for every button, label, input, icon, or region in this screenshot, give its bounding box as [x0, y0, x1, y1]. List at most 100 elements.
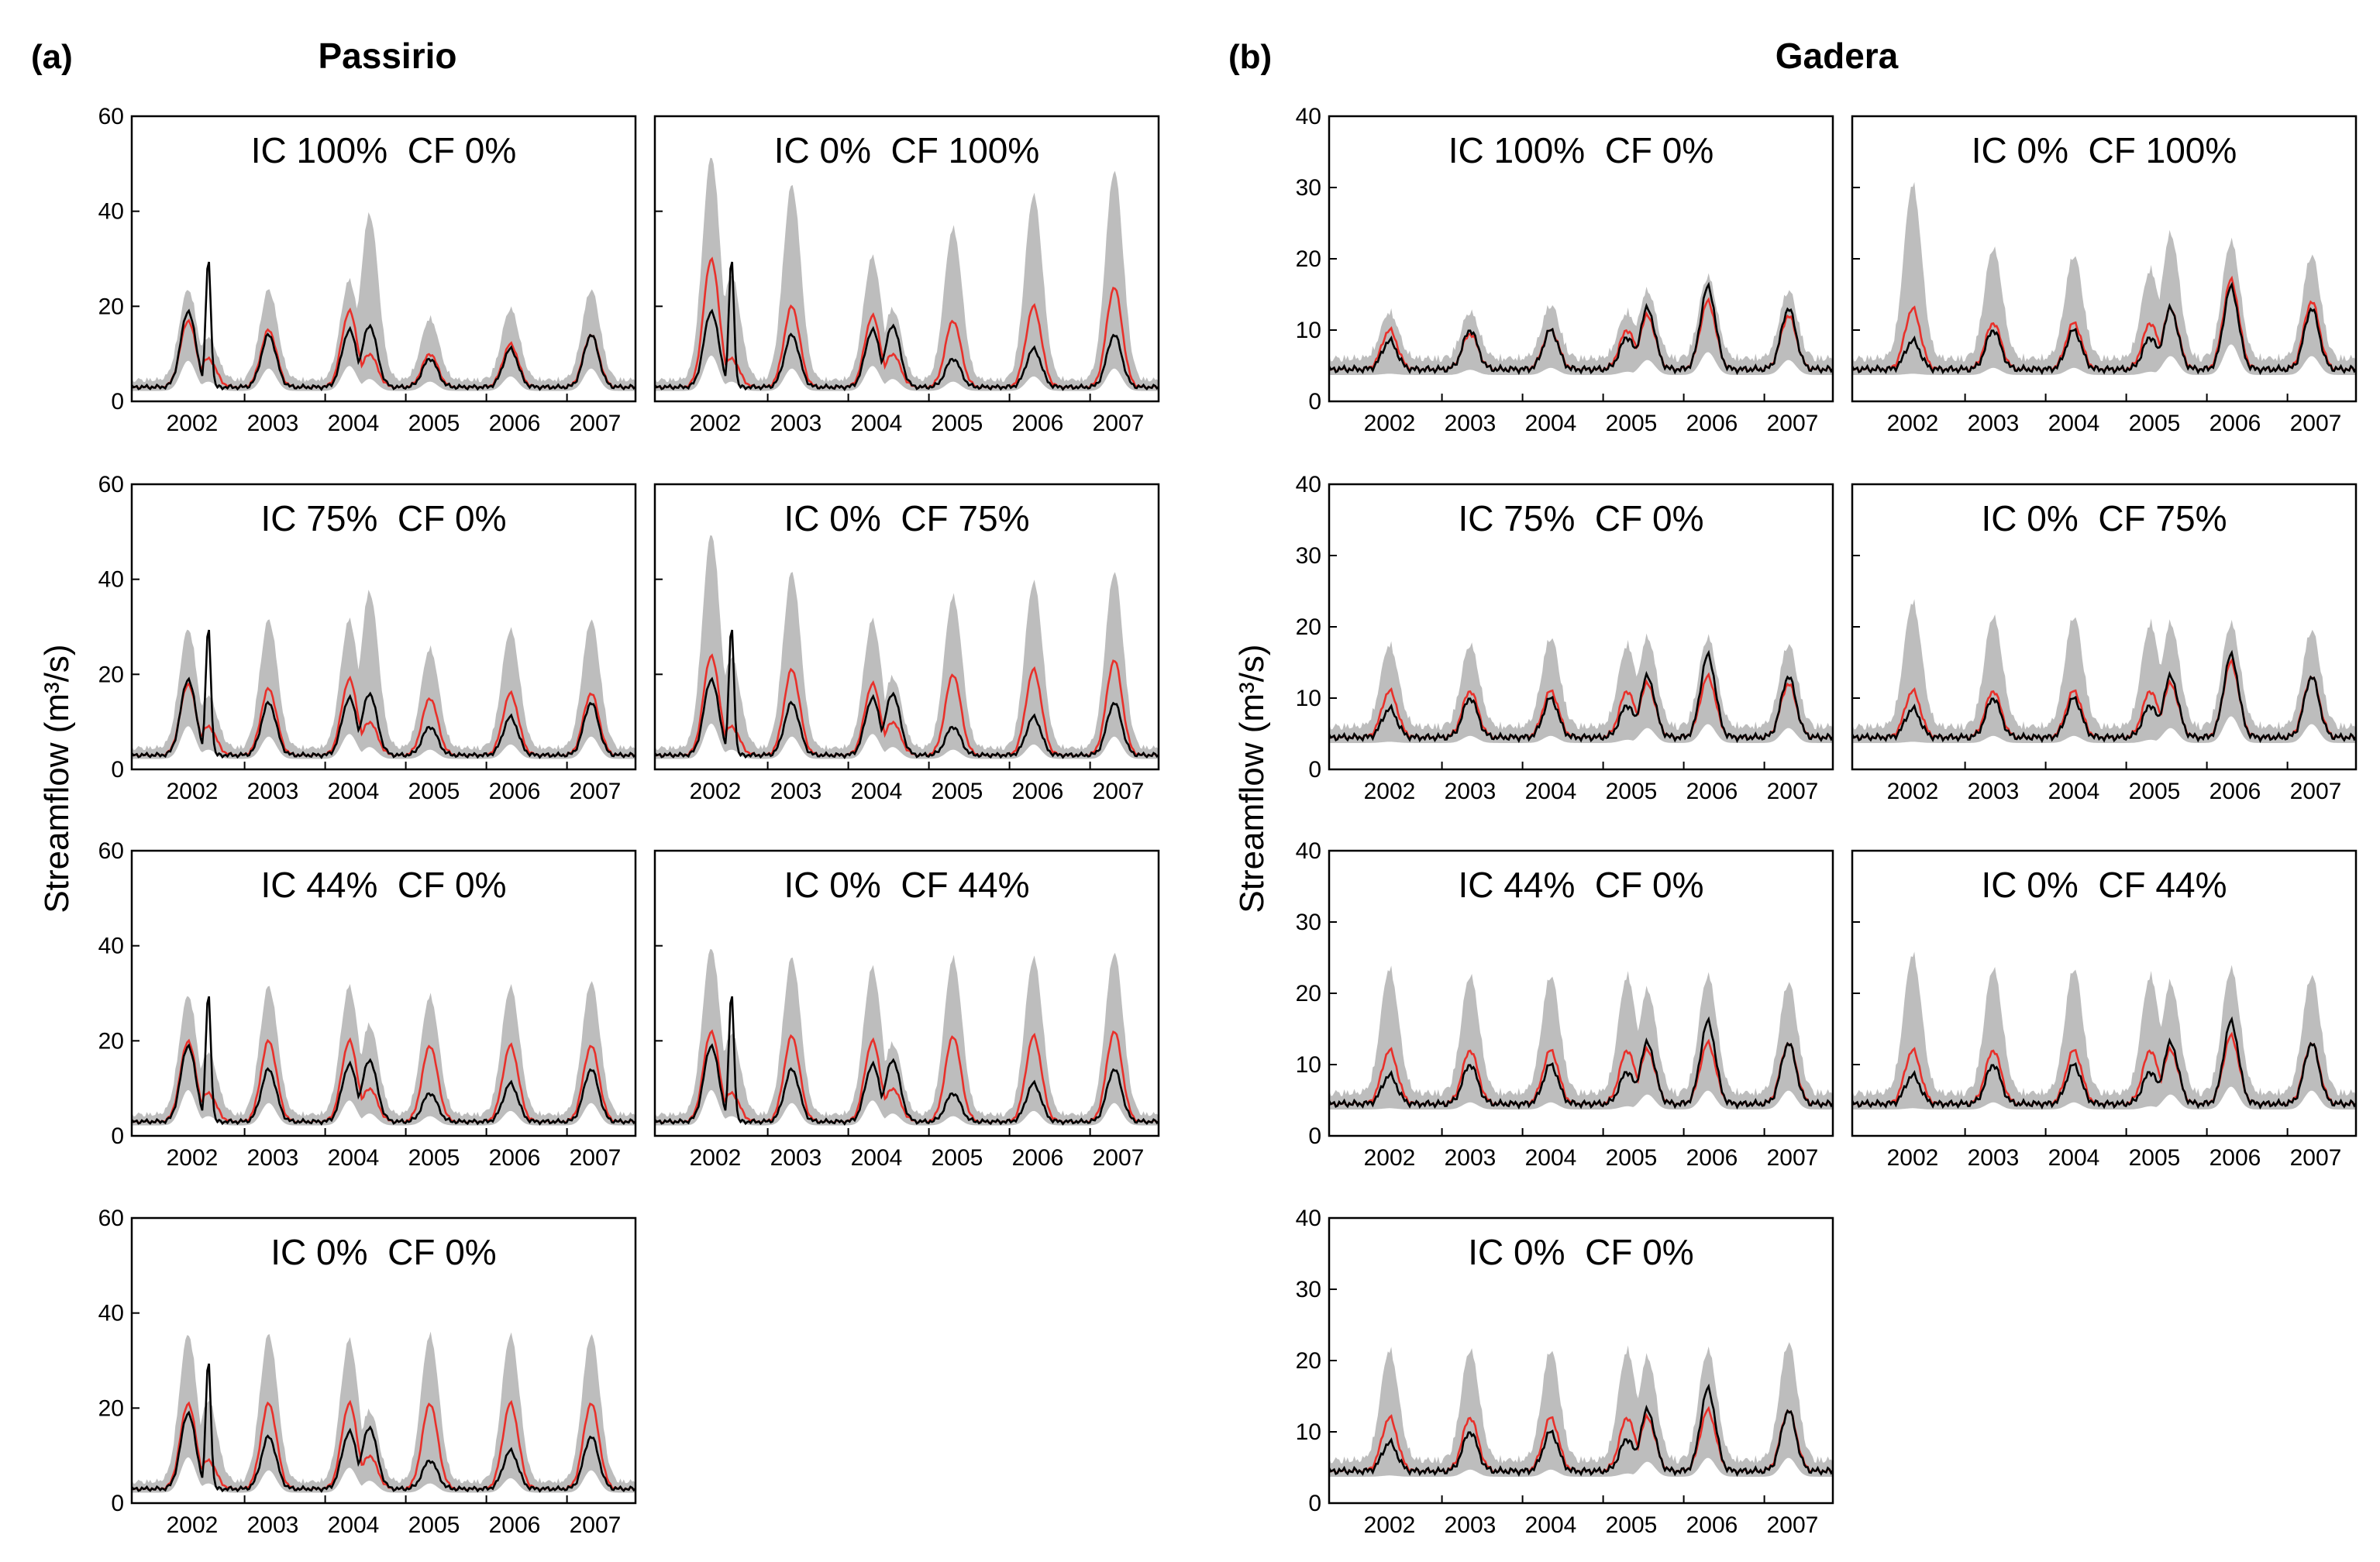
plot-area: [655, 535, 1159, 759]
ensemble-band: [1329, 965, 1833, 1110]
plot-area: [132, 212, 635, 391]
y-tick-label: 10: [1296, 686, 1321, 711]
x-tick-label: 2006: [2210, 1145, 2261, 1171]
x-tick-label: 2005: [408, 779, 460, 804]
y-tick-label: 20: [98, 662, 124, 687]
group-a-ylabel: Streamflow (m³/s): [38, 644, 76, 913]
x-tick-label: 2003: [247, 1145, 299, 1171]
ensemble-band: [132, 1331, 635, 1493]
x-tick-label: 2002: [167, 411, 219, 436]
x-tick-label: 2002: [1364, 411, 1416, 436]
x-tick-label: 2003: [247, 1512, 299, 1538]
observed-line: [1329, 1016, 1833, 1110]
y-tick-label: 10: [1296, 318, 1321, 343]
x-tick-label: 2005: [1606, 1512, 1658, 1538]
panel-b-1: 2002 2003 2004 2005 2006 2007 IC 0% CF 100%: [1851, 115, 2358, 436]
ensemble-band: [1329, 1342, 1833, 1477]
y-tick-label: 30: [1296, 543, 1321, 569]
y-tick-label: 60: [98, 1206, 124, 1231]
x-tick-label: 2006: [1686, 1512, 1738, 1538]
y-tick-label: 20: [98, 1028, 124, 1054]
x-tick-label: 2003: [247, 779, 299, 804]
y-tick-label: 40: [1296, 838, 1321, 864]
panel-frame: [653, 115, 1160, 403]
x-tick-label: 2004: [328, 411, 380, 436]
panel-title: IC 0% CF 44%: [1982, 865, 2227, 905]
x-tick-label: 2006: [489, 779, 541, 804]
observed-line: [132, 1363, 635, 1493]
x-tick-label: 2002: [1364, 779, 1416, 804]
x-tick-label: 2004: [328, 1512, 380, 1538]
x-tick-label: 2007: [570, 1512, 622, 1538]
y-tick-label: 20: [1296, 981, 1321, 1006]
y-tick-label: 20: [98, 294, 124, 319]
x-tick-label: 2003: [1968, 411, 2020, 436]
observed-line: [1852, 649, 2356, 744]
group-a-title: Passirio: [319, 36, 457, 76]
y-tick-label: 30: [1296, 910, 1321, 935]
group-a-label: (a): [31, 38, 73, 76]
panel-title: IC 75% CF 0%: [1459, 498, 1704, 538]
panel-frame: [653, 849, 1160, 1137]
panel-a-4: 0 20 40 60 2002 2003 2004 2005 2006 2007 IC 44% CF…: [98, 838, 637, 1171]
x-tick-label: 2005: [1606, 779, 1658, 804]
x-tick-label: 2004: [851, 411, 903, 436]
x-tick-label: 2004: [1525, 1512, 1577, 1538]
y-tick-label: 0: [1308, 1123, 1321, 1149]
panel-frame: [653, 483, 1160, 771]
x-tick-label: 2007: [1093, 779, 1145, 804]
x-tick-label: 2007: [1767, 1145, 1819, 1171]
x-tick-label: 2006: [1012, 411, 1064, 436]
x-tick-label: 2006: [1012, 1145, 1064, 1171]
panel-b-0: 0 10 20 30 40 2002 2003 2004 2005 2006 2007 IC 100%…: [1296, 104, 1834, 436]
panel-a-1: 2002 2003 2004 2005 2006 2007 IC 0% CF 100%: [653, 115, 1160, 436]
panel-frame: [130, 483, 637, 771]
observed-line: [132, 629, 635, 759]
x-tick-label: 2005: [2129, 1145, 2181, 1171]
x-tick-label: 2007: [2290, 411, 2342, 436]
x-tick-label: 2002: [690, 1145, 742, 1171]
observed-line: [655, 996, 1159, 1126]
x-tick-label: 2006: [2210, 411, 2261, 436]
ensemble-band: [655, 157, 1159, 391]
plot-area: [1329, 965, 1833, 1110]
x-tick-label: 2007: [2290, 779, 2342, 804]
y-tick-label: 10: [1296, 1419, 1321, 1445]
x-tick-label: 2006: [1686, 411, 1738, 436]
x-tick-label: 2007: [1767, 1512, 1819, 1538]
x-tick-label: 2005: [932, 779, 983, 804]
x-tick-label: 2002: [167, 1145, 219, 1171]
x-tick-label: 2002: [1887, 411, 1939, 436]
x-tick-label: 2003: [770, 411, 822, 436]
x-tick-label: 2005: [1606, 1145, 1658, 1171]
x-tick-label: 2006: [1686, 1145, 1738, 1171]
panel-title: IC 44% CF 0%: [261, 865, 507, 905]
x-tick-label: 2004: [328, 779, 380, 804]
ensemble-band: [655, 535, 1159, 759]
x-tick-label: 2007: [570, 779, 622, 804]
x-tick-label: 2002: [1364, 1512, 1416, 1538]
y-tick-label: 40: [98, 1301, 124, 1326]
plot-area: [655, 157, 1159, 391]
x-tick-label: 2004: [2048, 1145, 2100, 1171]
plot-area: [1852, 951, 2356, 1110]
panel-title: IC 0% CF 44%: [784, 865, 1030, 905]
y-tick-label: 20: [1296, 246, 1321, 272]
x-tick-label: 2003: [1445, 1512, 1497, 1538]
plot-area: [1329, 273, 1833, 376]
observed-line: [1329, 649, 1833, 744]
plot-area: [1852, 599, 2356, 744]
x-tick-label: 2002: [167, 1512, 219, 1538]
y-tick-label: 10: [1296, 1052, 1321, 1078]
panel-frame: [130, 115, 637, 403]
x-tick-label: 2007: [1093, 1145, 1145, 1171]
observed-line: [132, 996, 635, 1126]
x-tick-label: 2007: [1767, 779, 1819, 804]
x-tick-label: 2004: [2048, 779, 2100, 804]
x-tick-label: 2003: [1445, 779, 1497, 804]
y-tick-label: 0: [1308, 1491, 1321, 1516]
x-tick-label: 2004: [1525, 411, 1577, 436]
panel-title: IC 100% CF 0%: [1448, 130, 1714, 170]
panel-title: IC 75% CF 0%: [261, 498, 507, 538]
ensemble-band: [1852, 182, 2356, 375]
